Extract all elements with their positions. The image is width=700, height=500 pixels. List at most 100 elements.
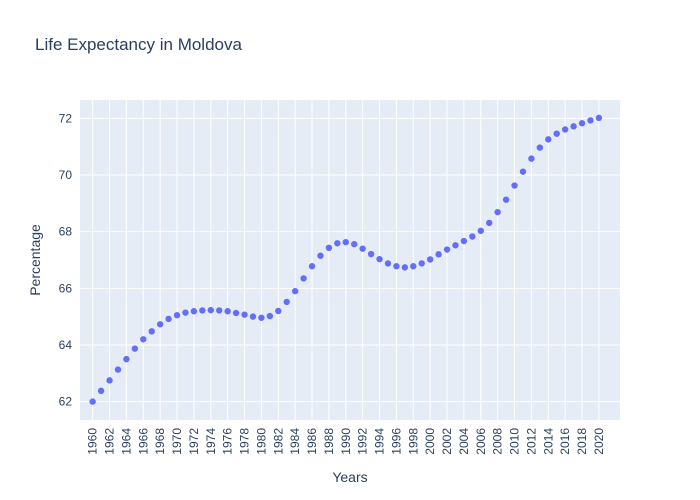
data-point [452, 242, 459, 249]
x-tick-label: 1966 [136, 428, 150, 455]
grid-lines [80, 100, 620, 420]
data-point [123, 355, 130, 363]
data-point [216, 307, 223, 314]
data-point [410, 263, 417, 270]
x-tick-label: 1990 [339, 428, 353, 455]
x-tick-label: 2004 [457, 428, 471, 455]
x-tick-label: 1968 [153, 428, 167, 455]
x-tick-label: 2014 [541, 428, 555, 455]
data-point [367, 250, 375, 258]
x-tick-label: 2018 [575, 428, 589, 455]
data-point [519, 168, 527, 175]
data-point [224, 308, 231, 315]
data-point [553, 130, 560, 137]
data-point [418, 260, 425, 267]
x-tick-label: 1984 [288, 428, 302, 455]
data-point [258, 314, 265, 321]
data-point [393, 263, 400, 270]
data-point [342, 238, 349, 246]
data-point [140, 336, 147, 343]
y-tick-label: 68 [59, 225, 73, 239]
y-tick-label: 70 [59, 168, 73, 182]
x-tick-label: 2002 [440, 428, 454, 455]
data-point [266, 312, 274, 320]
data-point [351, 240, 358, 248]
data-point [359, 245, 366, 252]
chart-title: Life Expectancy in Moldova [35, 35, 242, 54]
x-tick-label: 2008 [491, 428, 505, 455]
y-axis-ticks: 62 64 66 68 70 72 [59, 111, 73, 408]
y-tick-label: 64 [59, 338, 73, 352]
data-point [595, 114, 603, 122]
data-point [114, 366, 122, 373]
data-point [283, 298, 290, 306]
data-point [578, 120, 586, 127]
data-point [325, 244, 333, 252]
x-tick-label: 1994 [373, 428, 387, 455]
plot-area [80, 100, 620, 420]
data-point [275, 307, 282, 315]
data-point [587, 117, 594, 124]
x-tick-label: 1992 [356, 428, 370, 455]
x-tick-label: 2010 [508, 428, 522, 455]
x-axis-title: Years [332, 469, 367, 485]
data-point [460, 237, 468, 245]
data-point [536, 144, 544, 151]
data-point [131, 345, 139, 352]
data-point [156, 321, 164, 328]
data-point [561, 126, 569, 133]
x-tick-label: 2012 [524, 428, 538, 455]
data-point [232, 309, 240, 317]
x-tick-label: 1970 [170, 428, 184, 455]
data-point [511, 182, 518, 189]
data-point [317, 252, 324, 259]
data-point [502, 196, 510, 203]
x-tick-label: 1976 [221, 428, 235, 455]
x-tick-label: 2016 [558, 428, 572, 455]
data-point [545, 136, 552, 143]
x-tick-label: 2006 [474, 428, 488, 455]
x-tick-label: 2020 [592, 428, 606, 455]
y-tick-label: 66 [59, 281, 73, 295]
x-tick-label: 1964 [119, 428, 133, 455]
data-point [241, 311, 248, 318]
x-tick-label: 1988 [322, 428, 336, 455]
data-point [334, 240, 341, 247]
data-point [477, 227, 484, 235]
data-point [207, 306, 214, 314]
data-point [308, 263, 316, 270]
data-point [570, 123, 577, 130]
data-point [97, 387, 105, 395]
x-tick-label: 1962 [103, 428, 117, 455]
data-point [106, 377, 113, 384]
data-point [182, 309, 189, 316]
data-point [148, 328, 155, 335]
data-point [426, 256, 434, 263]
x-axis-ticks: 1960 1962 1964 1966 1968 1970 1972 1974 1976 1978… [86, 428, 606, 455]
x-tick-label: 1986 [305, 428, 319, 455]
x-tick-label: 1960 [86, 428, 100, 455]
data-point [291, 287, 299, 295]
data-point [300, 275, 307, 282]
data-points [89, 114, 603, 405]
x-tick-label: 2000 [423, 428, 437, 455]
data-point [89, 398, 96, 405]
x-tick-label: 1982 [271, 428, 285, 455]
x-tick-label: 1974 [204, 428, 218, 455]
data-point [190, 308, 198, 315]
data-point [469, 233, 476, 240]
data-point [384, 260, 392, 267]
data-point [376, 255, 383, 263]
x-tick-label: 1996 [389, 428, 403, 455]
data-point [165, 315, 172, 323]
data-point [435, 251, 442, 258]
data-point [443, 246, 451, 253]
x-tick-label: 1972 [187, 428, 201, 455]
data-point [528, 155, 535, 162]
x-tick-label: 1978 [238, 428, 252, 455]
x-tick-label: 1998 [406, 428, 420, 455]
y-axis-title: Percentage [27, 224, 43, 296]
x-tick-label: 1980 [254, 428, 268, 455]
data-point [249, 313, 257, 320]
